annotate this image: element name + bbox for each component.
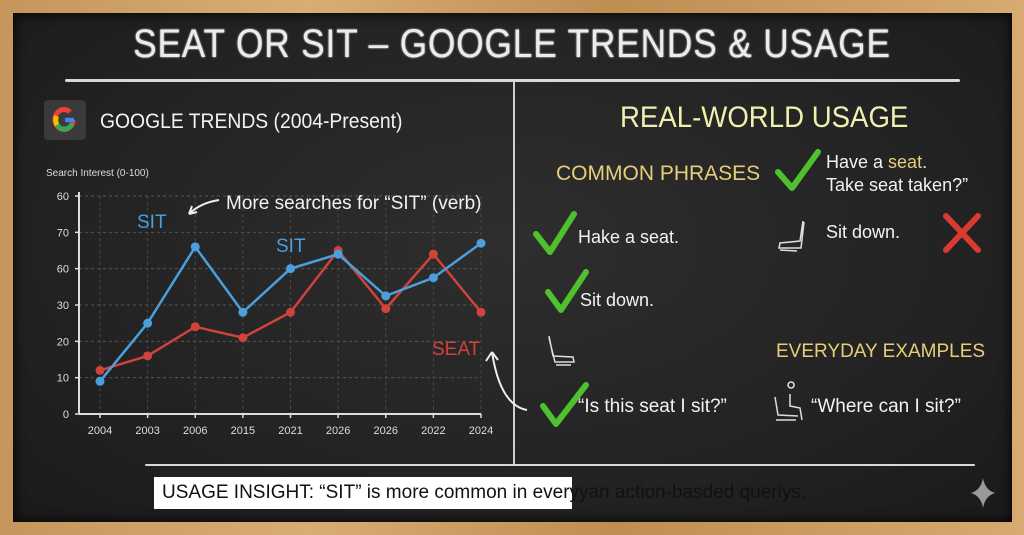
annotation-arrow-icon bbox=[188, 199, 220, 215]
data-point-sit bbox=[333, 249, 343, 259]
data-point-sit bbox=[381, 291, 391, 301]
phrase-item: Sit down. bbox=[580, 290, 655, 310]
data-point-sit bbox=[143, 318, 153, 328]
google-logo-icon bbox=[44, 100, 86, 140]
x-tick-label: 2024 bbox=[469, 425, 493, 437]
chart-grid bbox=[79, 195, 482, 414]
x-tick-label: 2006 bbox=[183, 425, 207, 437]
seat-label: SEAT bbox=[432, 339, 481, 360]
y-axis-label: Search Interest (0-100) bbox=[46, 168, 149, 179]
data-point-seat bbox=[190, 322, 200, 332]
phrase-item: “Is this seat I sit?” bbox=[578, 396, 727, 417]
title-divider bbox=[65, 79, 960, 82]
chart-annotation: More searches for “SIT” (verb) bbox=[226, 193, 482, 214]
bottom-divider bbox=[145, 464, 975, 466]
data-point-sit bbox=[286, 264, 295, 274]
phrase-item: “Where can I sit?” bbox=[811, 396, 961, 417]
y-tick-label: 60 bbox=[57, 264, 69, 276]
data-point-seat bbox=[381, 304, 391, 314]
y-tick-label: 60 bbox=[57, 191, 69, 203]
y-tick-label: 70 bbox=[57, 227, 69, 239]
data-point-sit bbox=[428, 273, 438, 283]
chalkboard bbox=[13, 13, 1012, 522]
y-tick-label: 20 bbox=[57, 336, 69, 348]
chart-series bbox=[95, 238, 486, 386]
x-tick-label: 2004 bbox=[88, 425, 112, 437]
x-tick-label: 2015 bbox=[231, 425, 255, 437]
phrase-have-a-seat: Have a seat. Take seat taken?” bbox=[826, 152, 969, 195]
data-point-sit bbox=[95, 376, 105, 386]
y-tick-label: 0 bbox=[63, 409, 69, 421]
chart-axes bbox=[75, 192, 482, 418]
data-point-seat bbox=[428, 249, 438, 259]
data-point-seat bbox=[476, 307, 486, 317]
data-point-sit bbox=[190, 242, 200, 252]
seat-arrow-icon bbox=[485, 351, 528, 411]
google-trends-heading: GOOGLE TRENDS (2004-Present) bbox=[100, 110, 403, 133]
x-tick-label: 2026 bbox=[326, 425, 350, 437]
y-tick-label: 30 bbox=[57, 300, 69, 312]
common-phrases-heading: COMMON PHRASES bbox=[556, 162, 761, 185]
x-tick-label: 2021 bbox=[278, 425, 302, 437]
phrase-item: Hake a seat. bbox=[578, 227, 680, 247]
everyday-examples-heading: EVERYDAY EXAMPLES bbox=[776, 341, 986, 362]
data-point-sit bbox=[476, 238, 486, 248]
data-point-seat bbox=[143, 351, 153, 361]
column-divider bbox=[513, 82, 515, 464]
data-point-sit bbox=[238, 307, 248, 317]
usage-insight-box: USAGE INSIGHT: “SIT” is more common in e… bbox=[154, 477, 806, 509]
data-point-seat bbox=[95, 365, 105, 375]
x-tick-label: 2026 bbox=[374, 425, 398, 437]
x-tick-label: 2003 bbox=[135, 425, 159, 437]
chart-ticks: 0 10 20 30 60 70 60 2004 2003 2006 2015 2021 2026 202… bbox=[57, 191, 493, 437]
phrase-item: Sit down. bbox=[826, 222, 901, 242]
x-tick-label: 2022 bbox=[421, 425, 445, 437]
page-title: SEAT OR SIT – GOOGLE TRENDS & USAGE bbox=[133, 22, 891, 66]
sit-label: SIT bbox=[137, 212, 167, 233]
real-world-usage-heading: REAL-WORLD USAGE bbox=[620, 101, 909, 134]
data-point-seat bbox=[238, 333, 248, 343]
sit-label: SIT bbox=[276, 236, 306, 257]
data-point-seat bbox=[286, 307, 295, 317]
y-tick-label: 10 bbox=[57, 373, 69, 385]
